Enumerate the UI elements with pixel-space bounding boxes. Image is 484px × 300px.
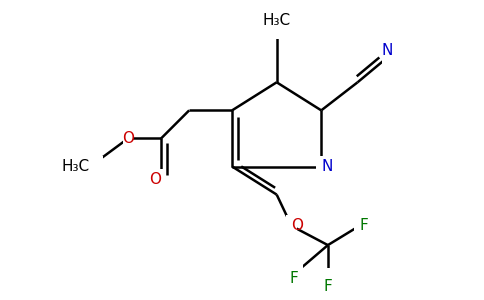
FancyBboxPatch shape: [77, 156, 103, 177]
Text: H₃C: H₃C: [62, 159, 90, 174]
Text: H₃C: H₃C: [263, 13, 291, 28]
FancyBboxPatch shape: [316, 156, 327, 177]
FancyBboxPatch shape: [293, 260, 303, 281]
Text: O: O: [291, 218, 303, 233]
Text: N: N: [381, 43, 393, 58]
FancyBboxPatch shape: [123, 128, 134, 149]
FancyBboxPatch shape: [264, 17, 289, 38]
Text: O: O: [149, 172, 161, 187]
FancyBboxPatch shape: [322, 268, 333, 290]
Text: N: N: [321, 159, 333, 174]
FancyBboxPatch shape: [286, 215, 297, 237]
Text: O: O: [122, 131, 134, 146]
Text: F: F: [323, 279, 332, 294]
Text: F: F: [359, 218, 368, 233]
Text: F: F: [289, 271, 298, 286]
FancyBboxPatch shape: [156, 169, 166, 190]
FancyBboxPatch shape: [354, 215, 364, 237]
FancyBboxPatch shape: [382, 47, 393, 68]
